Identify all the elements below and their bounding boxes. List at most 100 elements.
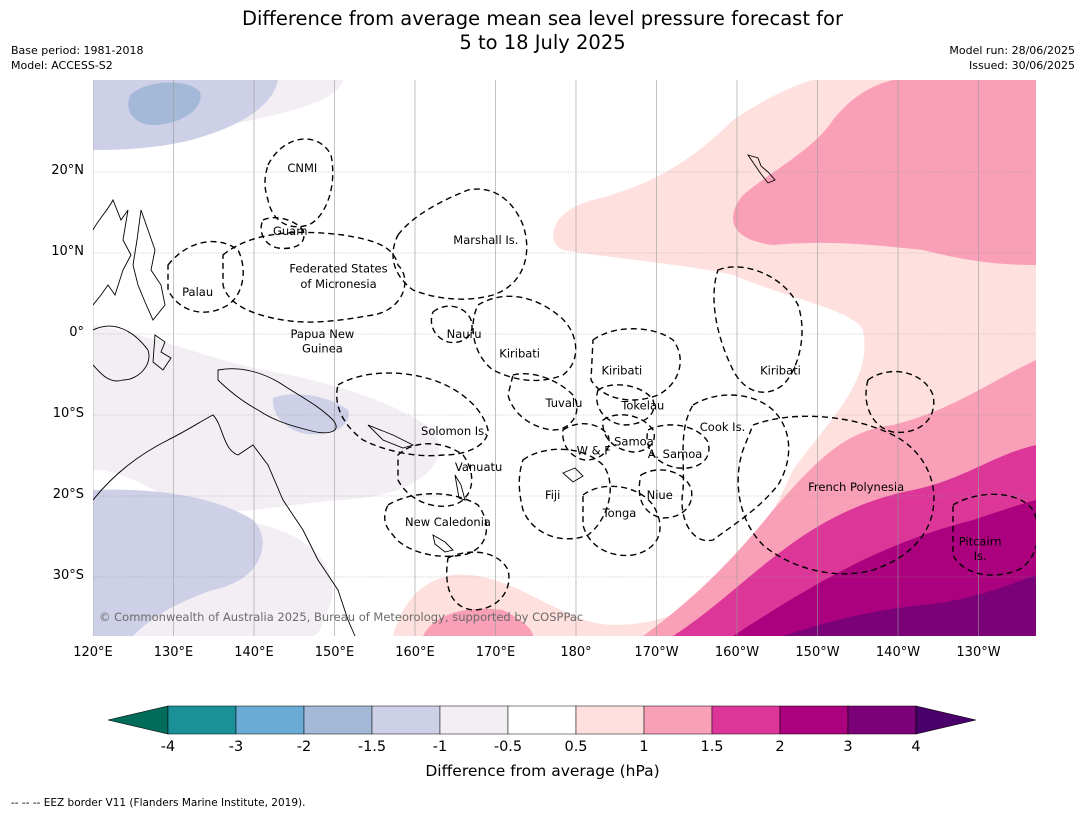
colorbar-tick-label: -1.5: [358, 739, 386, 755]
latitude-label: 0°: [69, 325, 84, 340]
longitude-label: 180°: [560, 645, 592, 660]
colorbar-swatch: [575, 705, 645, 735]
coast-new-caledonia: [432, 534, 454, 553]
title-line-2: 5 to 18 July 2025: [459, 31, 626, 54]
anomaly-neg-1.5-north: [128, 82, 201, 125]
eez-tokelau: [596, 384, 655, 426]
place-label: Samoa: [614, 435, 654, 449]
eez-cnmi: [264, 138, 334, 228]
coast-solomon: [367, 424, 415, 449]
place-label: Guinea: [302, 342, 343, 356]
place-label: Kiribati: [602, 363, 643, 377]
colorbar-swatch: [779, 705, 849, 735]
place-label: Marshall Is.: [453, 233, 518, 247]
copyright-text: © Commonwealth of Australia 2025, Bureau…: [99, 610, 583, 624]
base-period-text: Base period: 1981-2018: [11, 44, 144, 57]
page-title: Difference from average mean sea level p…: [0, 7, 1085, 55]
colorbar-tick-label: 1: [639, 739, 648, 755]
place-label: Tokelau: [620, 398, 664, 412]
eez-kiribati-phoenix: [590, 328, 681, 401]
colorbar-tick-label: -3: [229, 739, 243, 755]
place-label: Fiji: [545, 488, 560, 502]
longitude-label: 160°E: [395, 645, 435, 660]
eez-new-caledonia: [384, 493, 488, 557]
eez-micronesia: [222, 231, 406, 323]
colorbar-boxes: [107, 705, 977, 735]
model-run-text: Model run: 28/06/2025: [949, 44, 1075, 57]
place-label: Niue: [647, 488, 673, 502]
anomaly-pos-3: [783, 575, 1036, 636]
eez-palau: [167, 240, 244, 313]
eez-nauru: [430, 305, 473, 344]
eez-vanuatu: [397, 443, 473, 507]
latitude-label: 10°N: [51, 244, 84, 259]
colorbar-swatch: [235, 705, 305, 735]
meta-right: Model run: 28/06/2025 Issued: 30/06/2025: [949, 43, 1075, 73]
colorbar-swatch: [371, 705, 441, 735]
longitude-label: 150°E: [314, 645, 355, 660]
coast-hawaii: [746, 154, 776, 184]
place-label: Federated States: [289, 261, 387, 275]
colorbar-under-arrow: [107, 705, 169, 735]
longitude-label: 130°E: [153, 645, 194, 660]
place-label: Kiribati: [499, 346, 540, 360]
colorbar-swatch: [439, 705, 509, 735]
longitude-label: 170°W: [634, 645, 679, 660]
place-label: Papua New: [291, 327, 355, 341]
place-label: Pitcairn: [959, 534, 1002, 548]
place-label: French Polynesia: [808, 480, 904, 494]
colorbar-label: Difference from average (hPa): [425, 762, 660, 780]
eez-pitcairn: [952, 493, 1036, 576]
pressure-anomaly-map: CNMI Guam Marshall Is. Federated States of M…: [93, 80, 1036, 636]
anomaly-neg-0.5-pacific: [93, 325, 439, 512]
eez-kiribati-gilbert: [472, 295, 577, 382]
eez-borders: [167, 138, 1036, 611]
model-text: Model: ACCESS-S2: [11, 59, 113, 72]
longitude-label: 120°E: [73, 645, 113, 660]
eez-marquesas: [865, 370, 935, 434]
eez-norfolk: [446, 551, 510, 611]
place-label: Solomon Is.: [421, 424, 488, 438]
place-labels: CNMI Guam Marshall Is. Federated States of M…: [182, 161, 1001, 563]
eez-samoa: [602, 414, 655, 453]
coast-new-guinea: [217, 368, 337, 434]
colorbar-tick-label: -4: [161, 739, 175, 755]
coast-sulawesi: [152, 334, 172, 371]
place-label: of Micronesia: [300, 277, 376, 291]
coast-philippines: [132, 209, 166, 321]
coast-borneo: [93, 325, 150, 382]
anomaly-neg-1-south: [93, 489, 263, 636]
colorbar-swatch: [507, 705, 577, 735]
issued-text: Issued: 30/06/2025: [968, 59, 1075, 72]
eez-legend-note: -- -- -- EEZ border V11 (Flanders Marine…: [11, 797, 306, 809]
anomaly-pos-1-south-small: [423, 608, 533, 636]
longitude-label: 170°E: [475, 645, 516, 660]
latitude-label: 10°S: [52, 406, 84, 421]
place-label: Guam: [273, 224, 307, 238]
colorbar-tick-label: 3: [843, 739, 852, 755]
colorbar-tick-label: 2: [775, 739, 784, 755]
coast-fiji: [562, 467, 584, 483]
colorbar-ticks: -4 -3 -2 -1.5 -1 -0.5 0.5 1 1.5 2 3 4: [161, 739, 921, 755]
coast-asia: [93, 198, 132, 306]
place-label: Nauru: [447, 327, 482, 341]
title-line-1: Difference from average mean sea level p…: [242, 7, 843, 30]
eez-solomon: [336, 372, 489, 457]
longitude-label: 140°W: [875, 645, 921, 660]
colorbar: -4 -3 -2 -1.5 -1 -0.5 0.5 1 1.5 2 3 4: [107, 705, 977, 755]
eez-wallis-futuna: [562, 423, 610, 461]
colorbar-tick-label: -0.5: [494, 739, 522, 755]
coast-vanuatu: [454, 474, 466, 501]
place-label: Tuvalu: [544, 396, 582, 410]
latitude-label: 30°S: [52, 568, 84, 583]
latitude-label: 20°N: [51, 163, 84, 178]
place-label: Is.: [974, 549, 987, 563]
place-label: A. Samoa: [648, 447, 703, 461]
meta-left: Base period: 1981-2018 Model: ACCESS-S2: [11, 43, 143, 73]
place-label: New Caledonia: [405, 515, 491, 529]
anomaly-pos-1-nh: [733, 80, 1036, 265]
longitude-label: 150°W: [795, 645, 840, 660]
colorbar-swatch: [303, 705, 373, 735]
colorbar-tick-label: 1.5: [700, 739, 723, 755]
place-label: Tonga: [602, 506, 637, 520]
